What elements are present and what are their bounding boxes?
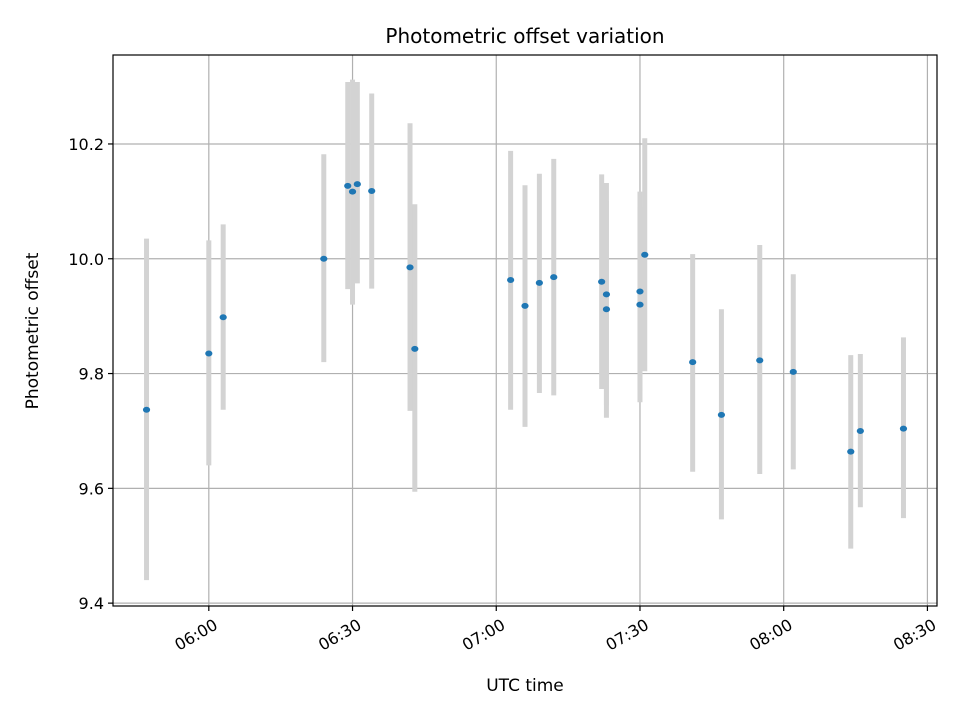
data-point [689, 359, 697, 366]
data-point [756, 357, 764, 364]
y-tick-label: 10.0 [68, 250, 104, 269]
data-point [636, 288, 644, 295]
chart-title: Photometric offset variation [385, 24, 664, 48]
data-point [344, 182, 352, 189]
x-axis-label: UTC time [486, 676, 564, 696]
y-axis-label: Photometric offset [23, 252, 43, 409]
data-point [602, 291, 611, 298]
data-point [320, 255, 328, 262]
y-tick-label: 9.4 [79, 594, 104, 613]
data-point [602, 306, 611, 313]
data-point [348, 188, 357, 195]
data-point [353, 181, 361, 188]
data-points [142, 181, 908, 455]
data-point [411, 345, 419, 352]
data-point [219, 314, 227, 321]
data-point [406, 264, 414, 271]
data-point [636, 301, 644, 308]
plot-frame [112, 54, 938, 607]
data-point [789, 368, 797, 375]
data-point [368, 188, 376, 195]
data-point [550, 274, 558, 281]
data-point [521, 302, 529, 309]
data-point [856, 427, 864, 434]
data-point [641, 251, 649, 258]
y-tick-label: 9.8 [79, 365, 104, 384]
y-tick-label: 10.2 [68, 135, 104, 154]
data-point [535, 279, 543, 286]
data-point [507, 276, 515, 283]
y-axis-ticks: 9.4 9.6 9.8 10.0 10.2 [68, 135, 113, 613]
data-point [142, 406, 151, 413]
data-point [717, 411, 726, 418]
data-point [205, 350, 213, 357]
data-point [899, 425, 908, 432]
data-point [847, 448, 855, 455]
y-tick-label: 9.6 [79, 479, 104, 498]
data-point [598, 278, 606, 285]
